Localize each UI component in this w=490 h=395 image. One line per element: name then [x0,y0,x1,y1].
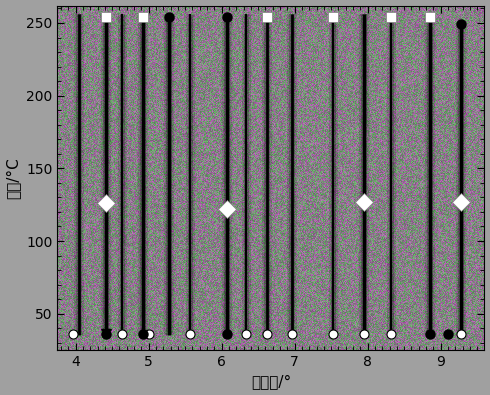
X-axis label: 衍射角/°: 衍射角/° [251,374,291,389]
Y-axis label: 温度/°C: 温度/°C [5,157,21,199]
